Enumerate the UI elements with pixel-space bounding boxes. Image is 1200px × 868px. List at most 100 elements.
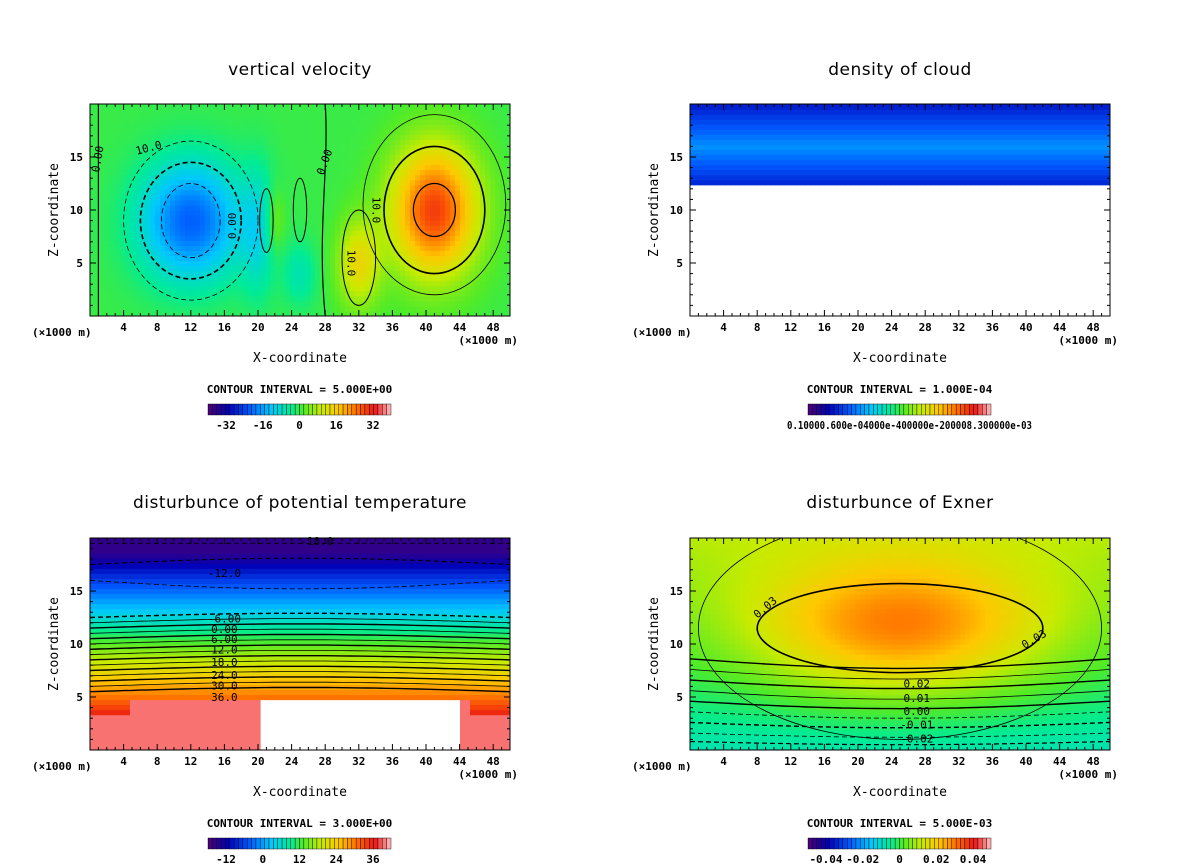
colorbar-segment [842, 837, 848, 850]
chart-panel-4: 0.030.030.020.010.00-0.01-0.024 8 12 16 20 24… [632, 493, 1118, 866]
x-tick-label: 20 [851, 321, 864, 334]
y-tick-label: 15 [670, 151, 683, 164]
contour-lines [690, 538, 1110, 746]
x-unit-label-left: (×1000 m) [632, 760, 692, 773]
colorbar-segment [377, 403, 383, 416]
colorbar-segment [903, 837, 909, 850]
colorbar-segment [255, 837, 261, 850]
colorbar-segment [369, 403, 374, 416]
x-tick-label: 8 [154, 755, 161, 768]
x-axis-label: X-coordinate [853, 785, 947, 800]
colorbar-segment [833, 403, 839, 416]
colorbar-segment [877, 837, 883, 850]
chart-panel-3: -18.0-12.0-6.000.006.0012.018.024.030.03… [32, 493, 518, 866]
colorbar-segment [851, 403, 857, 416]
colorbar-segment [977, 837, 983, 850]
x-tick-label: 24 [885, 321, 899, 334]
contour-label: -12.0 [208, 567, 241, 580]
contour-interval-text: CONTOUR INTERVAL = 5.000E-03 [807, 817, 992, 830]
colorbar: -32 -16 0 16 32 [207, 403, 392, 432]
colorbar-segment [347, 403, 352, 416]
contour-interval-text: CONTOUR INTERVAL = 1.000E-04 [807, 383, 993, 396]
colorbar-segment [816, 403, 822, 416]
colorbar-segment [860, 403, 865, 416]
colorbar-segment [942, 403, 948, 416]
colorbar-segment [338, 403, 344, 416]
contour-label: 10.0 [344, 250, 357, 277]
contour-line [412, 182, 456, 238]
colorbar-segment [229, 837, 235, 850]
colorbar-segment [868, 837, 874, 850]
colorbar-segment [329, 403, 335, 416]
x-tick-label: 40 [419, 755, 432, 768]
contour-line [90, 655, 510, 661]
x-tick-label: 24 [885, 755, 899, 768]
contour-interval-text: CONTOUR INTERVAL = 5.000E+00 [207, 383, 392, 396]
contour-label: 0.00 [904, 705, 931, 718]
colorbar-segment [938, 837, 944, 850]
contour-line [90, 676, 510, 682]
x-tick-label: 40 [1019, 321, 1032, 334]
colorbar-segment [281, 837, 287, 850]
contour-label: -18.0 [300, 535, 333, 548]
x-tick-label: 40 [1019, 755, 1032, 768]
colorbar-segment [277, 403, 283, 416]
colorbar-segment [290, 837, 296, 850]
colorbar-segment [890, 837, 896, 850]
colorbar-segment [951, 837, 957, 850]
x-unit-label-right: (×1000 m) [458, 768, 518, 781]
colorbar-segment [386, 403, 392, 416]
colorbar-tick-label: 0 [296, 419, 303, 432]
colorbar-segment [951, 403, 957, 416]
colorbar-segment [360, 837, 366, 850]
x-tick-label: 16 [818, 321, 832, 334]
colorbar-segment [308, 403, 313, 416]
x-tick-label: 44 [1053, 755, 1067, 768]
colorbar-segment [207, 837, 213, 850]
colorbar-segment [929, 837, 935, 850]
y-tick-label: 5 [676, 257, 683, 270]
contour-line [123, 140, 259, 301]
x-tick-label: 8 [754, 755, 761, 768]
colorbar-segment [220, 837, 226, 850]
x-tick-label: 12 [184, 321, 197, 334]
colorbar-tick-label: 16 [330, 419, 344, 432]
colorbar-segment [925, 403, 931, 416]
colorbar-segment [960, 837, 966, 850]
x-tick-label: 32 [952, 321, 965, 334]
colorbar-segment [847, 837, 852, 850]
colorbar-segment [294, 403, 300, 416]
colorbar-segment [216, 403, 222, 416]
colorbar-segment [238, 837, 244, 850]
colorbar-tick-label: 0.04 [960, 853, 987, 866]
colorbar-segment [294, 837, 300, 850]
colorbar-segment [212, 837, 217, 850]
contour-line [139, 161, 242, 280]
contour-line [756, 582, 1044, 674]
contour-lines [90, 542, 510, 693]
contour-label: 10.0 [370, 197, 383, 224]
colorbar-segment [342, 403, 348, 416]
colorbar-segment [977, 403, 983, 416]
colorbar-segment [820, 837, 826, 850]
colorbar-segment [312, 837, 318, 850]
contour-line [259, 188, 274, 253]
colorbar-segment [807, 837, 813, 850]
colorbar-tick-label: -16 [253, 419, 273, 432]
x-tick-label: 28 [919, 321, 932, 334]
colorbar-segment [855, 403, 861, 416]
y-tick-label: 10 [70, 638, 83, 651]
x-tick-label: 8 [154, 321, 161, 334]
colorbar-segment [916, 837, 922, 850]
shaded-field [90, 538, 510, 750]
colorbar-tick-label: -32 [216, 419, 236, 432]
y-tick-label: 15 [670, 585, 683, 598]
contour-line [90, 618, 510, 624]
contour-line [90, 557, 510, 565]
colorbar-segment [286, 403, 291, 416]
colorbar-segment [212, 403, 217, 416]
x-tick-label: 32 [952, 755, 965, 768]
colorbar-segment [825, 837, 830, 850]
x-tick-label: 20 [251, 755, 264, 768]
